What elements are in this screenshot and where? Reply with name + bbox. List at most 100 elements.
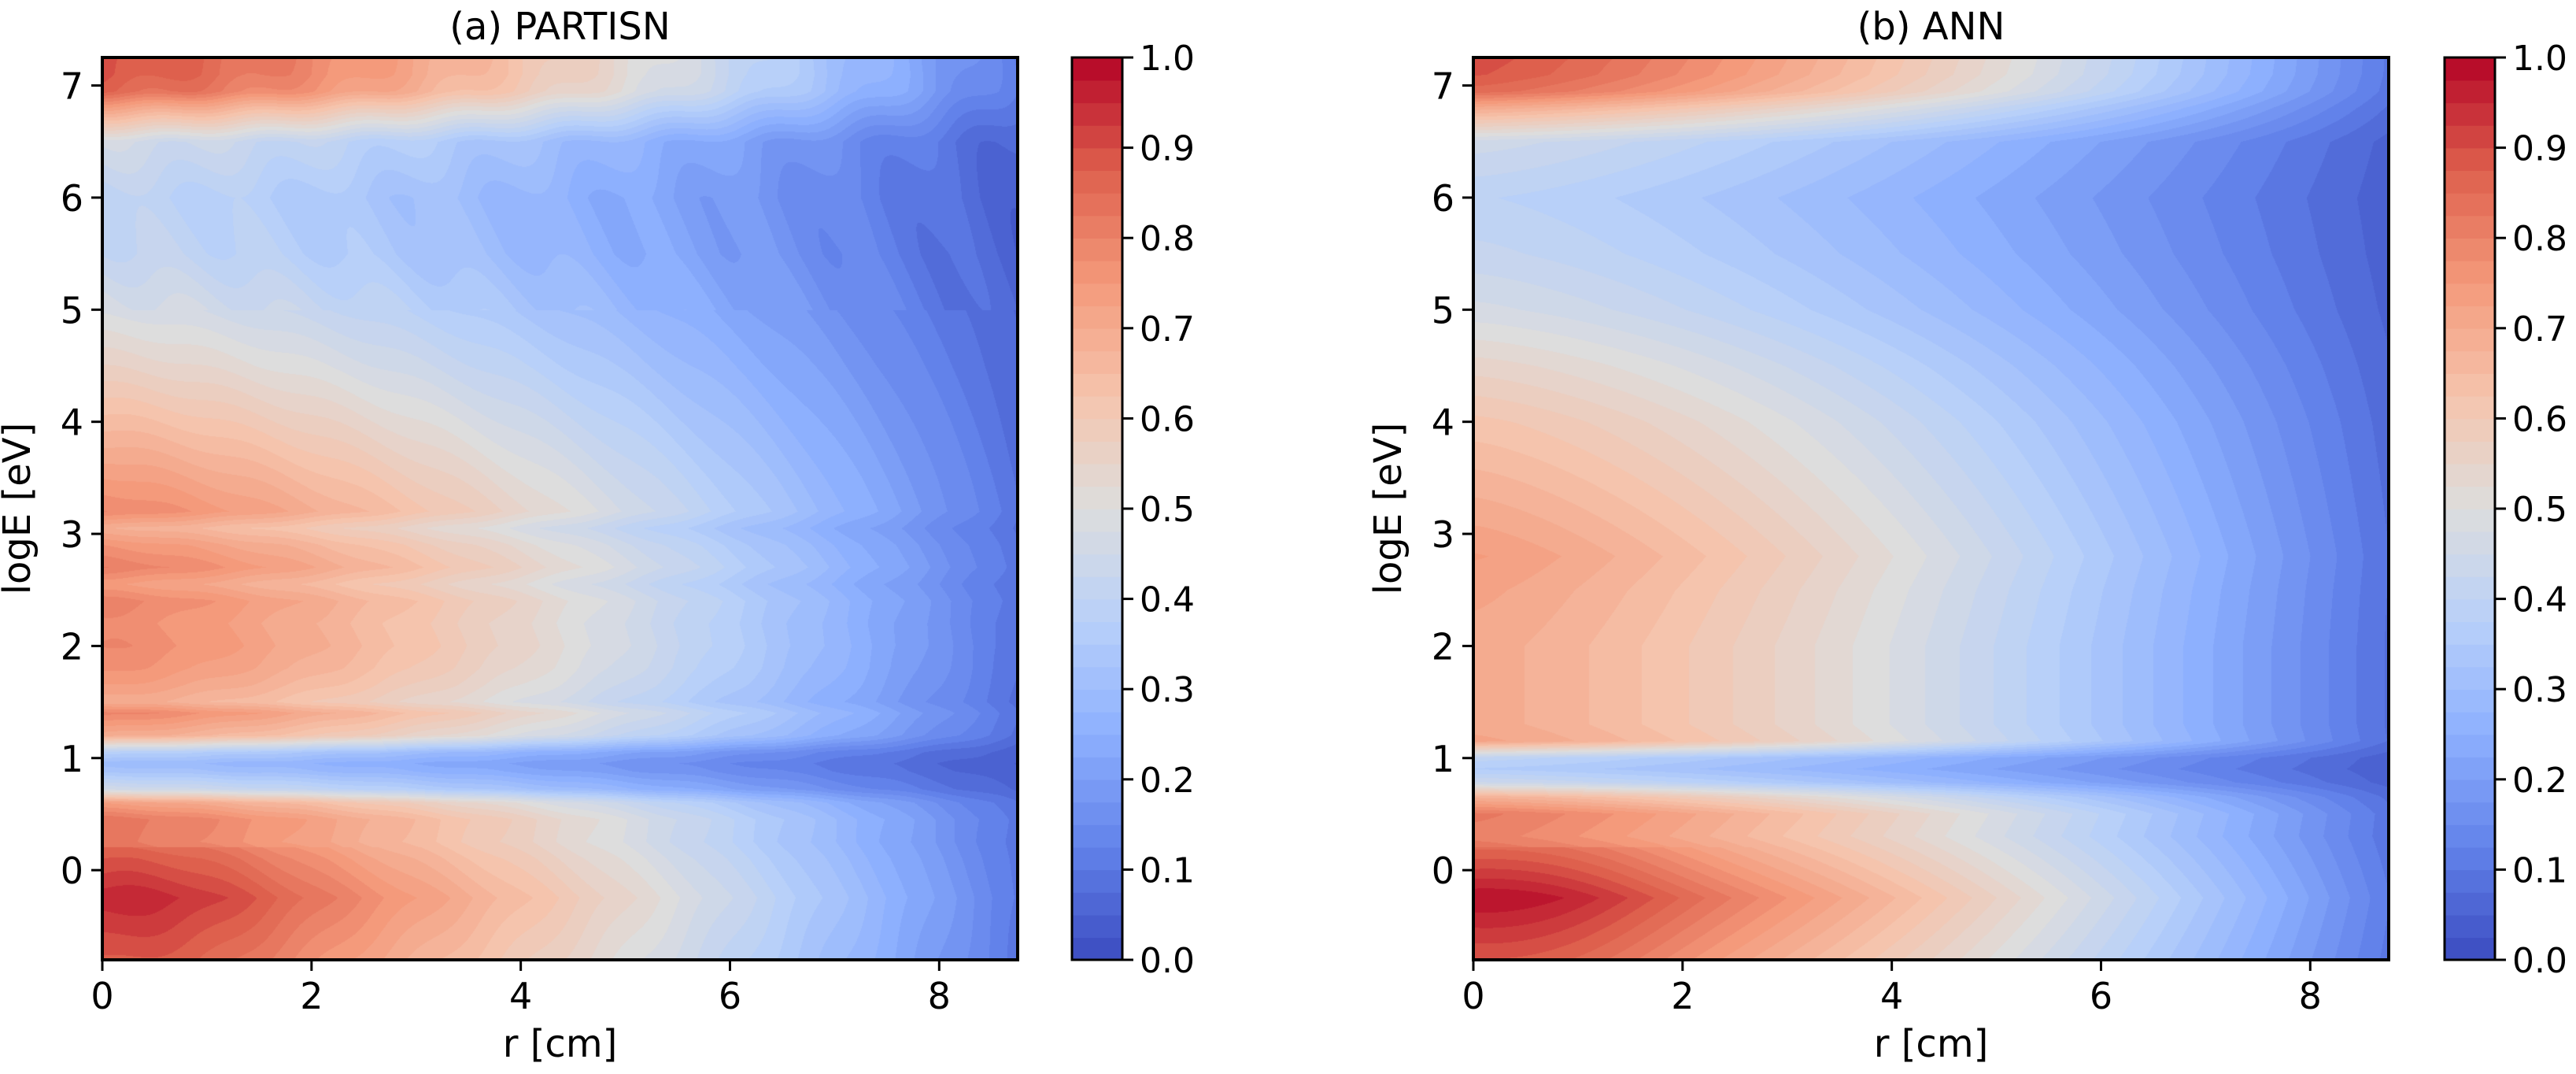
x-tick-label: 0	[1462, 975, 1484, 1017]
x-tick-label: 4	[1880, 975, 1903, 1017]
colorbar-swatch	[1072, 509, 1122, 532]
colorbar-tick-label: 0.2	[1140, 761, 1195, 801]
y-tick-label: 1	[1432, 738, 1454, 780]
colorbar-swatch	[1072, 80, 1122, 104]
x-tick-label: 2	[1671, 975, 1694, 1017]
colorbar-swatch	[2445, 373, 2495, 397]
y-tick-label: 4	[1432, 402, 1454, 444]
colorbar-swatch	[1072, 869, 1122, 893]
colorbar-swatch	[1072, 576, 1122, 600]
colorbar-swatch	[1072, 147, 1122, 172]
x-tick-label: 0	[91, 975, 113, 1017]
colorbar-swatch	[2445, 441, 2495, 465]
colorbar-tick-label: 0.5	[1140, 490, 1195, 530]
colorbar-swatch	[2445, 621, 2495, 645]
colorbar-swatch	[1072, 192, 1122, 217]
y-tick-label: 2	[61, 625, 83, 668]
colorbar-swatch	[2445, 734, 2495, 757]
colorbar-tick-label: 0.1	[1140, 850, 1195, 891]
y-tick-label: 7	[61, 65, 83, 108]
y-tick-label: 6	[61, 177, 83, 220]
y-tick-label: 5	[1432, 289, 1454, 331]
colorbar-swatch	[2445, 643, 2495, 668]
colorbar-swatch	[1072, 846, 1122, 871]
y-tick-label: 2	[1432, 625, 1454, 668]
colorbar-tick-label: 0.0	[1140, 941, 1195, 981]
x-axis-label: r [cm]	[503, 1022, 618, 1066]
colorbar-swatch	[2445, 102, 2495, 126]
y-tick-label: 4	[61, 402, 83, 444]
colorbar-swatch	[1072, 711, 1122, 735]
colorbar-swatch	[2445, 846, 2495, 871]
colorbar-swatch	[2445, 869, 2495, 893]
colorbar-tick-label: 0.4	[2512, 580, 2567, 620]
colorbar-swatch	[2445, 238, 2495, 261]
colorbar-swatch	[2445, 306, 2495, 329]
colorbar-swatch	[2445, 509, 2495, 532]
chart-title: (b) ANN	[1857, 5, 2005, 49]
x-tick-label: 6	[719, 975, 741, 1017]
colorbar-swatch	[2445, 757, 2495, 780]
colorbar-tick-label: 0.9	[2512, 129, 2567, 169]
colorbar-swatch	[1072, 102, 1122, 126]
colorbar-swatch	[1072, 283, 1122, 306]
colorbar-tick-label: 0.3	[2512, 670, 2567, 710]
colorbar-swatch	[2445, 418, 2495, 442]
colorbar-swatch	[1072, 779, 1122, 803]
colorbar-swatch	[1072, 306, 1122, 329]
x-tick-label: 8	[928, 975, 951, 1017]
colorbar-tick-label: 0.2	[2512, 761, 2567, 801]
colorbar-tick-label: 1.0	[1140, 39, 1195, 79]
colorbar-swatch	[1072, 937, 1122, 961]
colorbar-swatch	[2445, 283, 2495, 306]
y-tick-label: 3	[61, 513, 83, 556]
colorbar-swatch	[2445, 260, 2495, 284]
x-tick-label: 4	[509, 975, 532, 1017]
colorbar-swatch	[1072, 57, 1122, 81]
colorbar-tick-label: 0.7	[1140, 309, 1195, 350]
colorbar-swatch	[1072, 418, 1122, 442]
colorbar-swatch	[2445, 779, 2495, 803]
colorbar-tick-label: 0.0	[2512, 941, 2567, 981]
colorbar-swatch	[1072, 350, 1122, 374]
colorbar-swatch	[2445, 666, 2495, 690]
colorbar-swatch	[2445, 124, 2495, 149]
x-tick-label: 8	[2299, 975, 2322, 1017]
colorbar-swatch	[2445, 892, 2495, 916]
colorbar-swatch	[2445, 554, 2495, 577]
colorbar-swatch	[2445, 170, 2495, 194]
colorbar-swatch	[1072, 463, 1122, 487]
y-tick-label: 1	[61, 738, 83, 780]
colorbar-swatch	[2445, 937, 2495, 961]
plot-frame	[101, 56, 1019, 961]
y-tick-label: 0	[61, 850, 83, 892]
y-tick-label: 0	[1432, 850, 1454, 892]
x-axis-label: r [cm]	[1874, 1022, 1989, 1066]
colorbar-swatch	[2445, 486, 2495, 509]
y-tick-label: 7	[1432, 65, 1454, 108]
colorbar-swatch	[1072, 441, 1122, 465]
y-tick-label: 6	[1432, 177, 1454, 220]
colorbar-swatch	[1072, 486, 1122, 509]
colorbar-swatch	[1072, 170, 1122, 194]
colorbar-tick-label: 0.6	[1140, 399, 1195, 439]
colorbar-swatch	[2445, 824, 2495, 848]
heatmap-partisn	[102, 57, 1018, 960]
heatmap-ann	[1473, 57, 2389, 960]
colorbar-swatch	[1072, 395, 1122, 420]
colorbar-swatch	[1072, 238, 1122, 261]
colorbar-tick-label: 0.6	[2512, 399, 2567, 439]
colorbar-swatch	[1072, 666, 1122, 690]
colorbar-swatch	[1072, 124, 1122, 149]
colorbar-tick-label: 1.0	[2512, 39, 2567, 79]
colorbar-swatch	[2445, 689, 2495, 713]
colorbar-swatch	[1072, 215, 1122, 239]
colorbar-swatch	[2445, 576, 2495, 600]
colorbar-swatch	[2445, 531, 2495, 555]
colorbar-swatch	[1072, 892, 1122, 916]
x-tick-label: 2	[300, 975, 323, 1017]
colorbar-tick-label: 0.1	[2512, 850, 2567, 891]
colorbar-swatch	[1072, 757, 1122, 780]
colorbar-swatch	[2445, 328, 2495, 352]
